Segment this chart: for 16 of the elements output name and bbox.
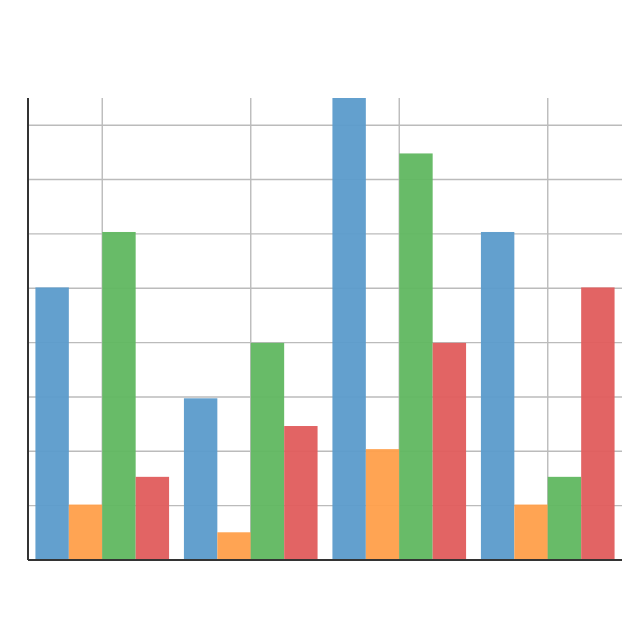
bar [365, 449, 400, 560]
bar [135, 476, 170, 560]
bar [102, 231, 136, 560]
bar [183, 398, 218, 560]
bar [250, 342, 285, 560]
bar [68, 504, 103, 560]
bar [514, 504, 548, 560]
bar [284, 426, 318, 560]
bar [581, 287, 615, 560]
bar [35, 287, 69, 560]
bar [547, 476, 582, 560]
bar [399, 153, 433, 560]
bar [432, 342, 467, 560]
bar [332, 98, 366, 560]
bar [217, 532, 251, 560]
bar [480, 231, 515, 560]
